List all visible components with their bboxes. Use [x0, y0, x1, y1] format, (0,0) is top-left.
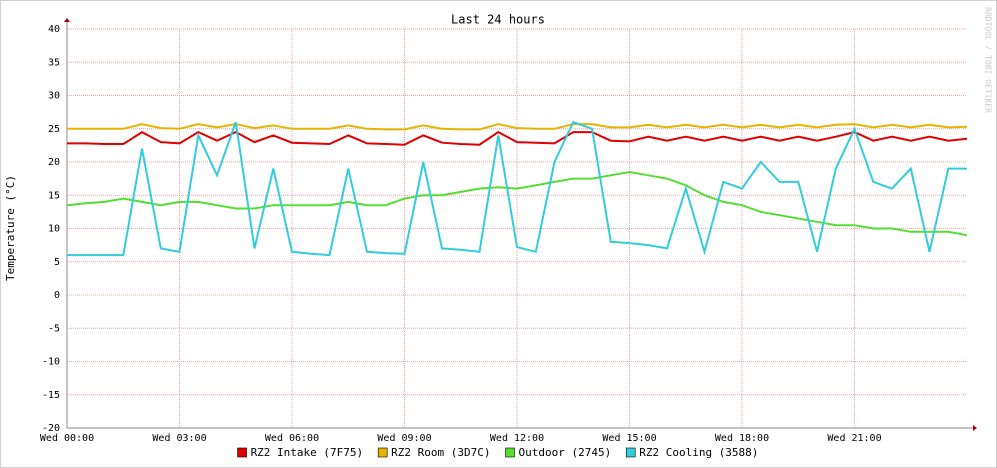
legend-swatch — [377, 447, 388, 458]
legend-label: RZ2 Room (3D7C) — [391, 446, 490, 459]
y-tick-label: -20 — [42, 423, 60, 434]
x-tick-label: Wed 15:00 — [602, 433, 656, 444]
x-tick-label: Wed 06:00 — [265, 433, 319, 444]
series-line — [67, 120, 967, 257]
legend-swatch — [505, 447, 515, 458]
y-tick-label: 40 — [48, 24, 60, 35]
y-tick-label: 15 — [48, 190, 60, 201]
y-tick-label: 25 — [48, 124, 60, 135]
x-tick-label: Wed 03:00 — [152, 433, 206, 444]
legend-swatch — [237, 447, 247, 458]
y-tick-label: 10 — [48, 224, 60, 235]
chart-title: Last 24 hours — [451, 13, 545, 27]
y-tick-label: 5 — [54, 257, 60, 268]
legend-label: RZ2 Intake (7F75) — [251, 446, 364, 459]
arrow — [973, 425, 977, 431]
y-tick-label: 30 — [48, 91, 60, 102]
y-tick-label: -5 — [48, 323, 60, 334]
y-tick-label: -10 — [42, 357, 60, 368]
x-tick-label: Wed 18:00 — [715, 433, 769, 444]
watermark: RRDTOOL / TOBI OETIKER — [984, 7, 993, 113]
y-tick-label: 35 — [48, 57, 60, 68]
series-line — [67, 130, 968, 146]
arrow — [64, 18, 70, 22]
y-tick-label: 20 — [48, 157, 60, 168]
x-tick-label: Wed 12:00 — [490, 433, 544, 444]
y-tick-label: 0 — [54, 290, 60, 301]
x-tick-label: Wed 09:00 — [377, 433, 431, 444]
series-line — [67, 123, 968, 131]
y-tick-label: -15 — [42, 390, 60, 401]
legend-label: RZ2 Cooling (3588) — [639, 446, 758, 459]
x-tick-label: Wed 21:00 — [827, 433, 881, 444]
x-tick-label: Wed 00:00 — [40, 433, 94, 444]
legend-swatch — [625, 447, 636, 458]
series-line — [66, 170, 968, 237]
legend-label: Outdoor (2745) — [519, 446, 612, 459]
y-axis-label: Temperature (°C) — [4, 175, 17, 281]
